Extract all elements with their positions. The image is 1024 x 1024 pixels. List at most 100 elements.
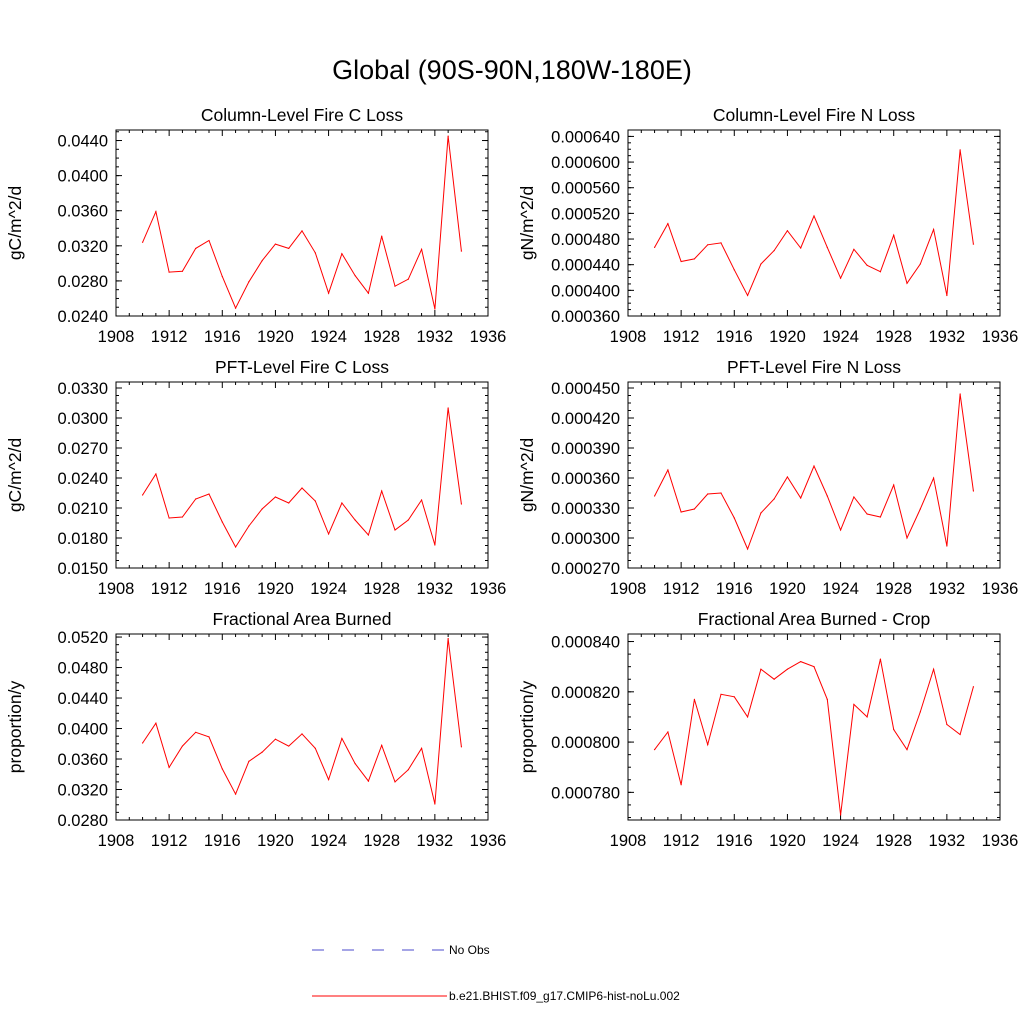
data-point — [773, 498, 775, 500]
panel-6: Fractional Area Burned - Crop proportion/… — [517, 609, 1018, 850]
data-point — [447, 637, 449, 640]
data-point — [141, 742, 144, 744]
plot-frame — [627, 381, 1001, 569]
data-point — [221, 768, 223, 770]
x-tick-label: 1920 — [769, 328, 806, 346]
data-point — [866, 513, 868, 515]
x-tick-label: 1928 — [363, 832, 400, 850]
y-tick-label: 0.0240 — [58, 308, 108, 326]
data-point — [879, 271, 882, 273]
data-point — [667, 731, 669, 733]
data-point — [261, 260, 263, 262]
data-point — [314, 500, 316, 502]
y-tick-label: 0.000640 — [551, 128, 620, 146]
data-point — [693, 508, 696, 510]
data-point — [932, 668, 935, 670]
data-point — [866, 264, 868, 266]
data-point — [221, 275, 223, 278]
y-tick-label: 0.0210 — [58, 500, 108, 518]
data-point — [274, 738, 277, 740]
panel-1: Column-Level Fire C Loss gC/m^2/d 1908 1912… — [5, 105, 506, 346]
data-point — [314, 747, 316, 749]
x-tick-label: 1936 — [470, 328, 507, 346]
data-point — [680, 511, 682, 513]
data-point — [959, 149, 961, 151]
data-point — [826, 495, 828, 497]
x-tick-label: 1908 — [98, 580, 135, 598]
data-point — [367, 292, 370, 294]
data-point — [381, 744, 383, 746]
series-line — [142, 136, 462, 310]
data-point — [434, 803, 436, 805]
y-tick-label: 0.0360 — [58, 751, 108, 769]
data-point — [773, 249, 775, 252]
data-point — [893, 728, 895, 731]
x-tick-label: 1932 — [928, 580, 965, 598]
data-point — [879, 658, 882, 660]
x-tick-label: 1932 — [416, 328, 453, 346]
data-point — [234, 793, 237, 795]
data-point — [879, 516, 882, 518]
x-tick-label: 1908 — [98, 328, 135, 346]
data-point — [786, 476, 789, 478]
data-point — [746, 716, 749, 718]
y-tick-label: 0.0520 — [58, 629, 108, 647]
x-tick-label: 1924 — [310, 580, 347, 598]
y-tick-label: 0.0330 — [58, 380, 108, 398]
data-point — [208, 736, 210, 738]
y-tick-label: 0.0280 — [58, 812, 108, 830]
data-point — [800, 497, 802, 499]
panel-4: PFT-Level Fire N Loss gN/m^2/d 1908 1912 191… — [517, 357, 1018, 598]
x-tick-label: 1928 — [875, 832, 912, 850]
data-point — [813, 666, 815, 668]
data-point — [341, 502, 343, 504]
series-line — [654, 393, 974, 551]
y-tick-label: 0.000330 — [551, 500, 620, 518]
data-point — [773, 678, 775, 680]
data-point — [893, 234, 895, 236]
y-axis-label: proportion/y — [517, 681, 537, 774]
data-point — [746, 294, 749, 297]
data-point — [733, 269, 735, 271]
y-tick-label: 0.000780 — [551, 784, 620, 802]
y-tick-label: 0.0240 — [58, 470, 108, 488]
legend: No Obs b.e21.BHIST.f09_g17.CMIP6-hist-noL… — [312, 943, 680, 1003]
panel-title: PFT-Level Fire N Loss — [727, 357, 901, 377]
data-point — [707, 743, 709, 746]
data-point — [394, 529, 396, 531]
figure-title: Global (90S-90N,180W-180E) — [332, 55, 692, 85]
data-point — [693, 258, 696, 260]
y-tick-label: 0.0320 — [58, 238, 108, 256]
data-point — [155, 473, 157, 475]
y-tick-label: 0.0360 — [58, 203, 108, 221]
series-line — [654, 658, 974, 816]
data-point — [274, 243, 277, 245]
data-point — [181, 516, 184, 518]
x-tick-label: 1916 — [204, 580, 241, 598]
y-tick-label: 0.000270 — [551, 560, 620, 578]
data-point — [274, 496, 277, 498]
x-tick-label: 1916 — [204, 832, 241, 850]
data-point — [826, 698, 828, 700]
data-point — [959, 733, 961, 736]
y-tick-label: 0.000800 — [551, 734, 620, 752]
panel-3: PFT-Level Fire C Loss gC/m^2/d 1908 1912 191… — [5, 357, 506, 598]
y-axis-label: gN/m^2/d — [517, 186, 537, 260]
y-tick-label: 0.000300 — [551, 530, 620, 548]
data-point — [707, 493, 709, 495]
x-tick-label: 1916 — [716, 328, 753, 346]
data-point — [653, 495, 656, 497]
data-point — [354, 519, 356, 521]
panel-title: Column-Level Fire N Loss — [713, 105, 916, 125]
data-point — [221, 521, 223, 523]
y-tick-label: 0.000450 — [551, 380, 620, 398]
y-tick-label: 0.0180 — [58, 530, 108, 548]
data-point — [839, 814, 842, 816]
data-point — [394, 285, 396, 287]
data-point — [195, 498, 197, 500]
data-point — [839, 529, 842, 531]
x-tick-label: 1908 — [610, 832, 647, 850]
data-point — [261, 508, 263, 510]
data-point — [906, 282, 908, 284]
